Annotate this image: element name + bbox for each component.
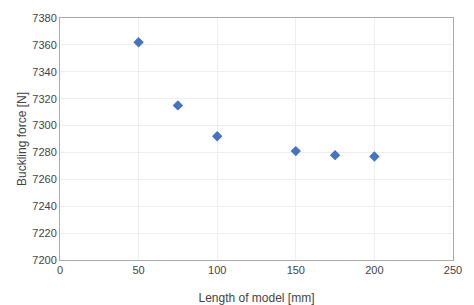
svg-text:150: 150: [287, 264, 305, 276]
svg-text:7220: 7220: [32, 227, 56, 239]
svg-text:Buckling force [N]: Buckling force [N]: [15, 92, 29, 186]
svg-text:200: 200: [365, 264, 383, 276]
svg-text:7260: 7260: [32, 173, 56, 185]
svg-text:Length of model [mm]: Length of model [mm]: [198, 291, 314, 305]
svg-text:7380: 7380: [32, 12, 56, 24]
svg-text:50: 50: [132, 264, 144, 276]
svg-text:0: 0: [57, 264, 63, 276]
svg-text:7280: 7280: [32, 146, 56, 158]
svg-text:7240: 7240: [32, 200, 56, 212]
svg-text:100: 100: [208, 264, 226, 276]
svg-text:7340: 7340: [32, 66, 56, 78]
svg-text:7200: 7200: [32, 254, 56, 266]
svg-text:7300: 7300: [32, 119, 56, 131]
svg-text:7360: 7360: [32, 39, 56, 51]
svg-text:7320: 7320: [32, 93, 56, 105]
svg-text:250: 250: [444, 264, 462, 276]
